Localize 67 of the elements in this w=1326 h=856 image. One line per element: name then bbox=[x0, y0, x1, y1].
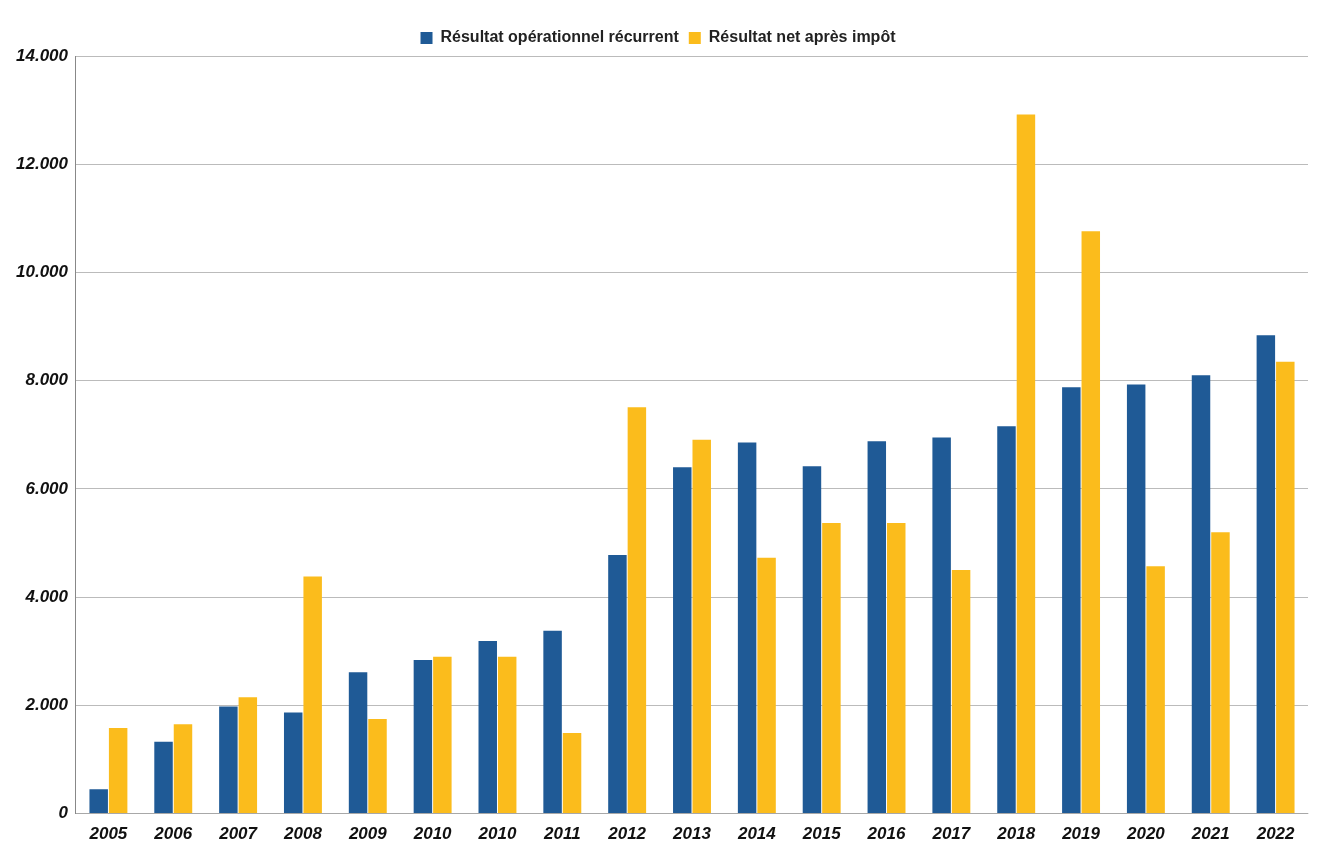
bar bbox=[673, 467, 692, 814]
x-tick-label: 2012 bbox=[607, 824, 647, 844]
bar bbox=[89, 789, 108, 814]
bar bbox=[1016, 114, 1036, 814]
x-tick-label: 2021 bbox=[1190, 824, 1230, 844]
bar bbox=[997, 426, 1016, 814]
y-tick-label: 8.000 bbox=[25, 370, 69, 390]
y-tick-label: 2.000 bbox=[24, 695, 69, 715]
x-tick-label: 2010 bbox=[412, 824, 453, 844]
bar bbox=[951, 570, 971, 814]
x-tick-label: 2013 bbox=[672, 824, 712, 844]
bar bbox=[368, 718, 387, 814]
x-tick-label: 2014 bbox=[736, 824, 777, 844]
x-tick-label: 2010 bbox=[477, 824, 517, 844]
y-tick-label: 12.000 bbox=[16, 153, 69, 173]
bar bbox=[413, 659, 433, 814]
bar bbox=[219, 706, 238, 814]
bar bbox=[1146, 566, 1165, 814]
bar bbox=[932, 437, 951, 814]
x-tick-label: 2019 bbox=[1061, 824, 1101, 844]
bar bbox=[154, 741, 173, 814]
bar bbox=[1276, 361, 1295, 814]
bar bbox=[478, 640, 497, 814]
bar bbox=[802, 466, 822, 814]
bar bbox=[108, 728, 128, 814]
x-tick-label: 2016 bbox=[866, 824, 906, 844]
bar bbox=[692, 439, 711, 814]
bar bbox=[867, 441, 887, 814]
bar bbox=[348, 672, 368, 814]
x-tick-label: 2005 bbox=[88, 824, 128, 844]
x-tick-label: 2009 bbox=[347, 824, 388, 844]
bar bbox=[1126, 384, 1146, 814]
bar bbox=[887, 523, 906, 814]
bar bbox=[497, 656, 517, 814]
x-tick-label: 2008 bbox=[283, 824, 323, 844]
y-tick-label: 6.000 bbox=[25, 478, 69, 498]
x-tick-label: 2006 bbox=[153, 824, 193, 844]
bar bbox=[627, 407, 647, 814]
x-tick-label: 2015 bbox=[801, 824, 842, 844]
y-tick-label: 4.000 bbox=[24, 586, 69, 606]
x-tick-label: 2022 bbox=[1255, 824, 1296, 844]
bar bbox=[1211, 532, 1230, 814]
bar bbox=[303, 576, 322, 814]
legend-label: Résultat opérationnel récurrent bbox=[440, 28, 680, 46]
bar bbox=[1256, 335, 1276, 814]
bar bbox=[757, 557, 776, 814]
bar bbox=[737, 442, 757, 814]
y-tick-label: 0 bbox=[58, 803, 69, 823]
y-tick-label: 14.000 bbox=[16, 45, 69, 65]
bar bbox=[1191, 375, 1211, 814]
bar bbox=[1081, 231, 1101, 814]
x-tick-label: 2017 bbox=[931, 824, 972, 844]
bar bbox=[173, 724, 193, 814]
x-tick-label: 2018 bbox=[996, 824, 1036, 844]
y-tick-label: 10.000 bbox=[16, 262, 69, 282]
bar bbox=[1062, 387, 1081, 814]
bar bbox=[238, 697, 258, 814]
legend-label: Résultat net après impôt bbox=[708, 28, 897, 46]
bar bbox=[562, 732, 582, 814]
bar bbox=[822, 523, 841, 814]
x-tick-label: 2007 bbox=[218, 824, 259, 844]
bar bbox=[433, 656, 452, 814]
bar bbox=[543, 630, 562, 814]
bar bbox=[283, 712, 303, 814]
x-tick-label: 2011 bbox=[543, 824, 581, 844]
bar bbox=[608, 554, 627, 814]
x-tick-label: 2020 bbox=[1125, 824, 1166, 844]
